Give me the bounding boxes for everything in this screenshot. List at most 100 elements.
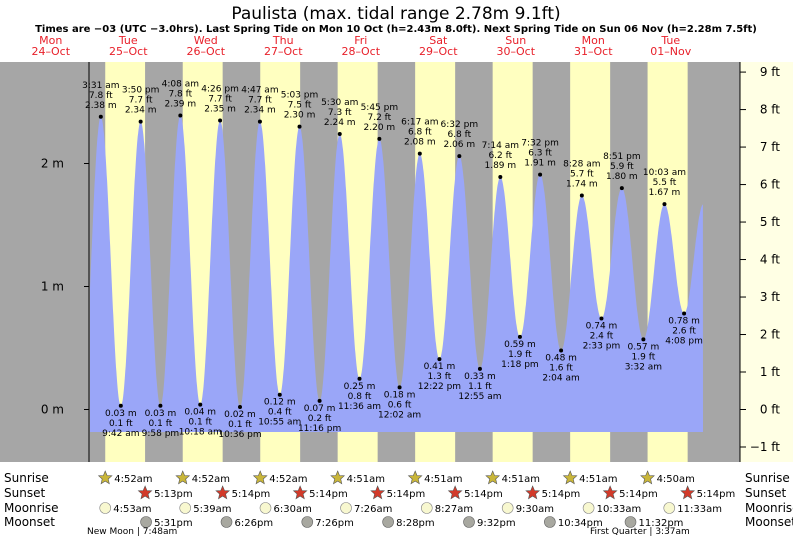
day-name: Sun [505, 34, 526, 47]
tide-point [397, 385, 402, 390]
sunset-icon [215, 485, 231, 500]
tide-point [178, 113, 183, 118]
moonrise-time: 5:39am [193, 504, 231, 515]
sunset-icon [680, 485, 696, 500]
tide-label: 0.59 m [504, 340, 536, 350]
tide-label: 6.8 ft [447, 130, 471, 140]
tide-label: 0.1 ft [228, 420, 252, 430]
tide-label: 0.03 m [105, 409, 137, 419]
tide-label: 5.7 ft [570, 169, 594, 179]
tide-point [559, 348, 564, 353]
right-axis-panel [740, 62, 793, 462]
tide-point [498, 175, 503, 180]
tide-label: 1.3 ft [428, 372, 452, 382]
tide-label: 10:55 am [258, 418, 301, 428]
left-tick-label: 2 m [41, 157, 64, 171]
day-date: 24–Oct [31, 45, 70, 58]
tide-label: 7.3 ft [328, 108, 352, 118]
moonset-time: 8:28pm [396, 518, 435, 529]
tide-label: 0.02 m [224, 410, 256, 420]
day-headers: Mon24–OctTue25–OctWed26–OctThu27–OctFri2… [31, 34, 691, 58]
day-date: 28–Oct [341, 45, 380, 58]
sunset-icon [525, 485, 541, 500]
moonrise-icon [501, 502, 514, 514]
tide-label: 2.20 m [364, 123, 396, 133]
tide-label: 2.24 m [324, 118, 356, 128]
tide-label: 5.9 ft [610, 162, 634, 172]
moonrise-icon [340, 502, 352, 514]
sunset-icon [370, 485, 386, 500]
right-tick-label: 2 ft [760, 328, 780, 342]
tide-label: 0.6 ft [388, 400, 412, 410]
sunset-time: 5:14pm [619, 489, 658, 500]
day-date: 30–Oct [496, 45, 535, 58]
tide-label: 0.1 ft [109, 419, 133, 429]
tide-point [538, 172, 543, 177]
moon-phase-first-quarter: First Quarter | 3:37am [590, 527, 690, 537]
tide-label: 0.18 m [384, 390, 416, 400]
tide-point [317, 398, 322, 403]
left-tick-label: 1 m [41, 280, 64, 294]
tide-label: 3:50 pm [122, 86, 160, 96]
tide-point [158, 403, 163, 408]
tide-labels: 3:31 am7.8 ft2.38 m0.03 m0.1 ft9:42 am3:… [82, 80, 703, 441]
right-tick-label: 4 ft [760, 253, 780, 267]
moonset-icon [624, 516, 637, 528]
tide-label: 1.9 ft [632, 352, 656, 362]
right-tick-label: 6 ft [760, 178, 780, 192]
moonrise-icon [179, 502, 192, 514]
left-tick-label: 0 m [41, 403, 64, 417]
sunrise-time: 4:52am [114, 474, 152, 485]
tide-label: 1:18 pm [501, 360, 539, 370]
tide-label: 0.78 m [668, 317, 700, 327]
day-name: Tue [118, 34, 138, 47]
tide-point [662, 202, 667, 207]
moonset-row-label-left: Moonset [4, 515, 55, 529]
tide-label: 4:08 pm [665, 337, 703, 347]
right-tick-label: 1 ft [760, 365, 780, 379]
day-date: 01–Nov [650, 45, 691, 58]
day-name: Sat [429, 34, 448, 47]
moonset-icon [544, 516, 556, 528]
tide-label: 0.33 m [464, 372, 496, 382]
day-date: 29–Oct [419, 45, 458, 58]
tide-label: 11:36 am [338, 402, 381, 412]
moonset-icon [463, 516, 475, 528]
tide-point [218, 118, 223, 123]
sunrise-icon [330, 470, 346, 485]
tide-label: 2:04 am [542, 373, 579, 383]
sunrise-time: 4:52am [192, 474, 230, 485]
moonrise-row-label-left: Moonrise [4, 501, 59, 515]
tide-label: 2.39 m [164, 100, 196, 110]
tide-label: 11:16 pm [298, 424, 341, 434]
tide-label: 10:18 am [179, 428, 222, 438]
moonrise-icon [663, 502, 676, 514]
day-name: Wed [194, 34, 218, 47]
tide-area [90, 115, 703, 447]
axes: 0 m 1 m 2 m −1 ft 0 ft 1 ft 2 ft 3 ft 4 ft 5 ft 6 … [41, 62, 780, 462]
sunset-time: 5:14pm [387, 489, 426, 500]
moonrise-icon [582, 502, 595, 514]
tide-label: 3:32 am [625, 362, 662, 372]
moonset-icon [220, 516, 233, 528]
tide-label: 1.80 m [606, 172, 638, 182]
right-tick-label: 8 ft [760, 103, 780, 117]
tide-point [198, 402, 203, 407]
sunrise-icon [485, 470, 501, 485]
day-name: Thu [272, 34, 294, 47]
sunset-time: 5:13pm [154, 489, 193, 500]
tide-label: 5:03 pm [281, 91, 319, 101]
tide-label: 6.2 ft [488, 151, 512, 161]
sunrise-row-label-left: Sunrise [4, 471, 49, 485]
tide-point [277, 392, 282, 397]
tide-label: 0.74 m [586, 321, 618, 331]
tide-point [377, 136, 382, 141]
tide-point [437, 357, 442, 362]
tide-label: 5:30 am [321, 98, 358, 108]
tide-point [98, 114, 103, 119]
tide-label: 12:55 am [458, 392, 501, 402]
tide-label: 1.1 ft [468, 382, 492, 392]
tide-point [257, 119, 262, 124]
